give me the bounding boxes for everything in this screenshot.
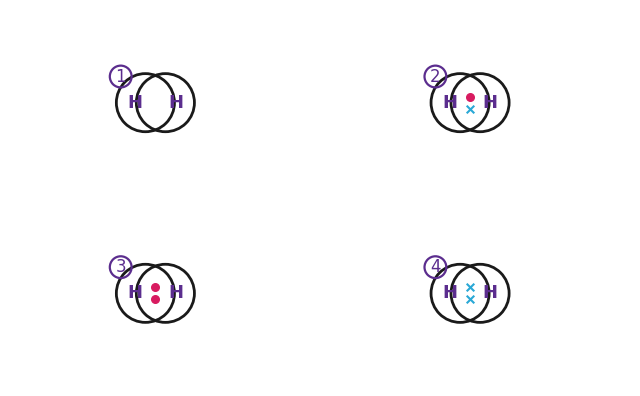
Text: H: H xyxy=(483,94,498,112)
Text: H: H xyxy=(168,284,183,302)
Text: 3: 3 xyxy=(115,258,126,276)
Text: H: H xyxy=(168,94,183,112)
Text: H: H xyxy=(128,284,143,302)
Point xyxy=(465,94,476,101)
Text: 4: 4 xyxy=(430,258,441,276)
Point xyxy=(150,296,161,303)
Text: 1: 1 xyxy=(115,68,126,86)
Point xyxy=(465,296,476,303)
Text: 2: 2 xyxy=(430,68,441,86)
Point xyxy=(465,106,476,112)
Text: H: H xyxy=(442,284,458,302)
Text: H: H xyxy=(128,94,143,112)
Text: H: H xyxy=(442,94,458,112)
Point xyxy=(150,284,161,291)
Point xyxy=(465,284,476,291)
Text: H: H xyxy=(483,284,498,302)
